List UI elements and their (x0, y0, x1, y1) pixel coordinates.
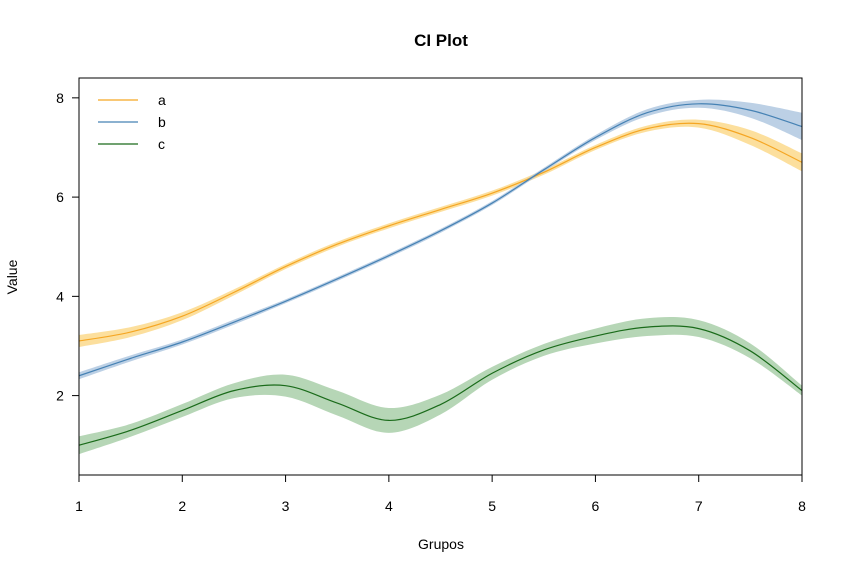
y-tick-label: 8 (56, 90, 64, 106)
y-tick-label: 4 (56, 288, 64, 304)
confidence-bands (79, 99, 802, 455)
x-tick-label: 8 (798, 498, 806, 514)
ci-band-b (79, 99, 802, 380)
series-line-a (78, 122, 803, 342)
y-tick-label: 2 (56, 388, 64, 404)
x-tick-label: 1 (75, 498, 83, 514)
axes: 1 2 3 4 5 6 7 8 2 4 6 8 (56, 90, 806, 514)
legend-label-b: b (158, 114, 166, 130)
y-axis-label: Value (4, 259, 20, 294)
y-tick-label: 6 (56, 189, 64, 205)
x-axis-label: Grupos (418, 536, 464, 552)
plot-frame (78, 77, 803, 476)
x-tick-label: 7 (695, 498, 703, 514)
legend-label-a: a (158, 92, 166, 108)
series-line-c (78, 325, 803, 446)
series-line-b (78, 103, 803, 377)
ci-band-a (79, 119, 802, 347)
legend-label-c: c (158, 136, 165, 152)
ci-band-c (79, 317, 802, 455)
x-tick-label: 5 (488, 498, 496, 514)
chart-title: CI Plot (414, 31, 468, 50)
series-lines (78, 103, 803, 446)
legend: abc (80, 79, 180, 163)
x-tick-label: 6 (592, 498, 600, 514)
x-tick-label: 2 (178, 498, 186, 514)
legend-box (80, 79, 180, 163)
x-tick-label: 3 (282, 498, 290, 514)
x-tick-label: 4 (385, 498, 393, 514)
